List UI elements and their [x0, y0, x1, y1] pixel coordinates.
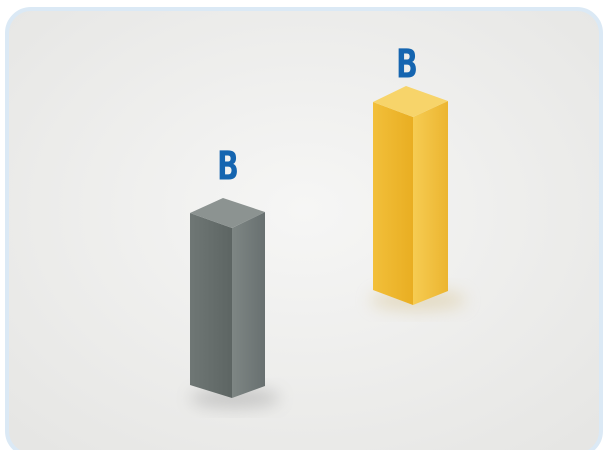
card	[5, 7, 603, 450]
block-label: B	[217, 144, 239, 190]
face	[373, 102, 413, 305]
face	[190, 213, 232, 398]
block-label: B	[396, 42, 418, 88]
yellow-block	[370, 86, 466, 311]
gray-block	[190, 198, 280, 408]
shadow	[190, 388, 280, 408]
face	[373, 86, 448, 117]
face	[190, 198, 265, 228]
face	[413, 101, 448, 305]
face	[232, 212, 265, 398]
